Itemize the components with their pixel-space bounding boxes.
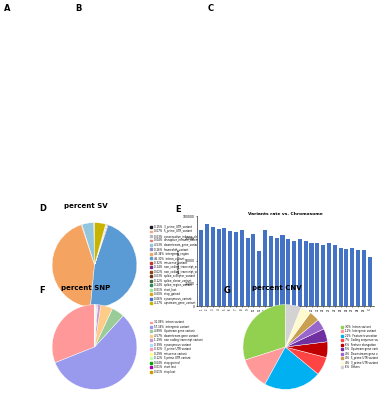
Title: percent SNP: percent SNP (61, 286, 111, 292)
Text: D: D (39, 204, 46, 212)
Wedge shape (285, 347, 327, 374)
Bar (356, 250, 360, 306)
Bar (205, 224, 209, 306)
Wedge shape (90, 225, 137, 307)
Bar (269, 236, 273, 306)
Bar (228, 231, 232, 306)
Bar (211, 227, 215, 306)
Bar (240, 230, 244, 306)
Wedge shape (94, 224, 107, 265)
Wedge shape (94, 305, 97, 347)
Bar (199, 230, 203, 306)
Text: Total=47776: Total=47776 (79, 318, 110, 323)
Bar (246, 238, 250, 306)
Bar (339, 248, 342, 306)
Bar (367, 256, 372, 306)
Bar (286, 238, 290, 306)
Bar (321, 245, 325, 306)
Wedge shape (265, 347, 318, 389)
Title: percent CNV: percent CNV (252, 286, 302, 292)
Wedge shape (285, 305, 301, 347)
Legend: 30%  Intron variant, 12%  Intergenic variant, 22%  Feature truncation, 7%  Codin: 30% Intron variant, 12% Intergenic varia… (341, 325, 378, 369)
Wedge shape (94, 305, 112, 347)
Wedge shape (285, 313, 318, 347)
X-axis label: Chromosome: Chromosome (272, 313, 299, 317)
Wedge shape (82, 223, 94, 265)
Title: Variants rate vs. Chromosome: Variants rate vs. Chromosome (248, 212, 323, 216)
Bar (222, 228, 226, 306)
Bar (234, 232, 238, 306)
Bar (350, 248, 354, 306)
Wedge shape (285, 308, 310, 347)
Wedge shape (94, 222, 106, 265)
Bar (275, 238, 279, 306)
Wedge shape (245, 347, 285, 384)
Text: G: G (224, 286, 231, 294)
Bar (327, 243, 331, 306)
Wedge shape (94, 224, 106, 265)
Wedge shape (94, 305, 98, 347)
Bar (263, 230, 267, 306)
Legend: 0.15%  3_prime_UTR_variant, 0.07%  5_prime_UTR_variant, 0.03%  conservative_infr: 0.15% 3_prime_UTR_variant, 0.07% 5_prime… (150, 225, 212, 305)
Text: A: A (4, 4, 10, 13)
Bar (362, 250, 366, 306)
Wedge shape (94, 224, 107, 265)
Wedge shape (94, 224, 108, 265)
Bar (251, 234, 256, 306)
Bar (280, 235, 285, 306)
Text: B: B (76, 4, 82, 13)
Bar (333, 245, 337, 306)
Bar (292, 241, 296, 306)
Bar (217, 228, 221, 306)
Bar (298, 239, 302, 306)
Wedge shape (285, 320, 324, 347)
Legend: 31.06%  intron variant, 57.16%  intergenic variant, 4.89%  Upstream gene variant: 31.06% intron variant, 57.16% intergenic… (150, 320, 203, 374)
Wedge shape (52, 305, 94, 363)
Wedge shape (94, 224, 106, 265)
Wedge shape (94, 224, 107, 265)
Wedge shape (94, 305, 101, 347)
Wedge shape (52, 225, 94, 307)
Wedge shape (94, 224, 107, 265)
Wedge shape (94, 224, 107, 265)
Text: F: F (39, 286, 45, 294)
Wedge shape (94, 305, 95, 347)
Title: percent SV: percent SV (64, 204, 108, 210)
Wedge shape (94, 305, 96, 347)
Wedge shape (94, 308, 123, 347)
Text: E: E (175, 205, 181, 214)
Bar (310, 243, 313, 306)
Wedge shape (285, 329, 327, 347)
Wedge shape (243, 305, 285, 360)
Bar (315, 243, 319, 306)
Wedge shape (285, 342, 328, 358)
Text: C: C (208, 4, 214, 13)
Wedge shape (55, 316, 137, 389)
Bar (304, 241, 308, 306)
Y-axis label: Variants rate: Variants rate (177, 248, 181, 274)
Bar (344, 249, 349, 306)
Wedge shape (94, 224, 106, 265)
Wedge shape (81, 224, 94, 265)
Bar (257, 251, 261, 306)
